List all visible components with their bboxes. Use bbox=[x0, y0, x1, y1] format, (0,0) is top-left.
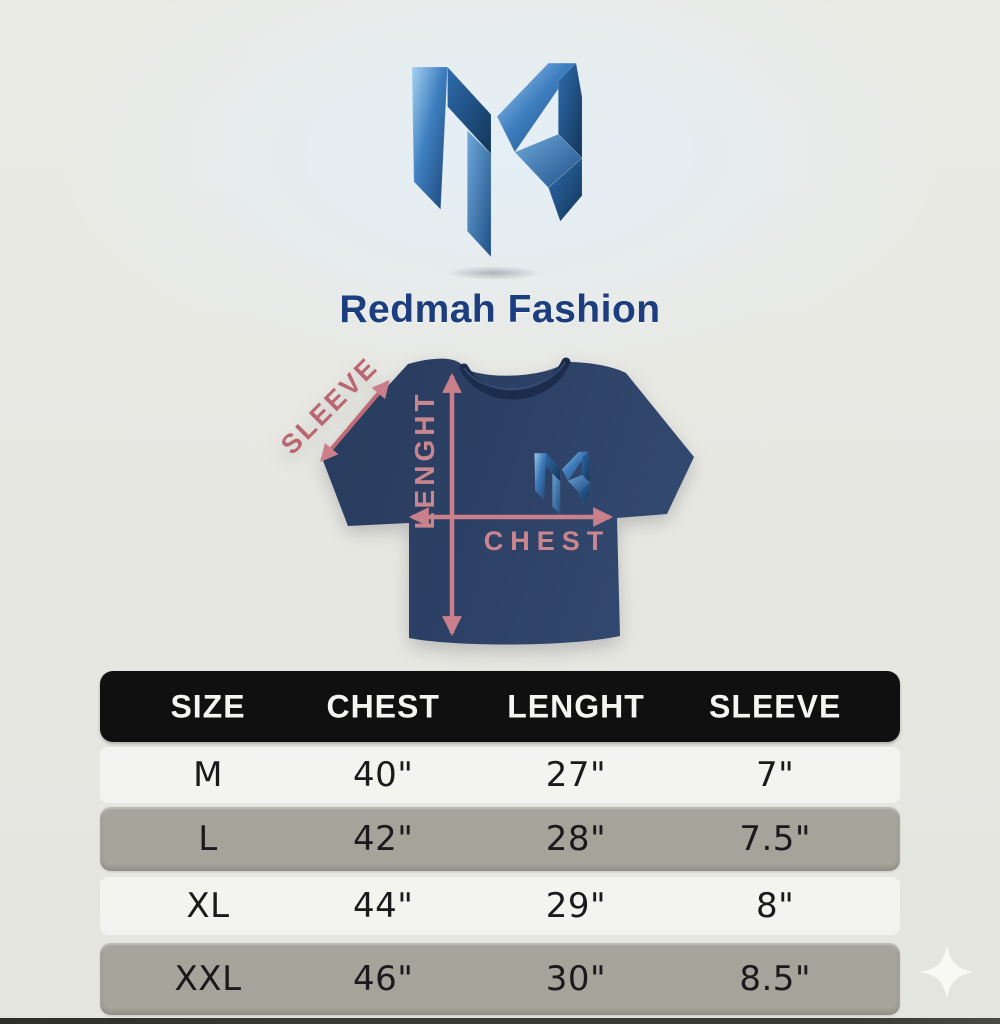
cell-sleeve: 8" bbox=[756, 886, 795, 926]
cell-size: XL bbox=[186, 886, 230, 926]
cell-chest: 44" bbox=[352, 886, 414, 926]
brand-name: Redmah Fashion bbox=[339, 288, 661, 331]
cell-length: 28" bbox=[545, 819, 607, 859]
bottom-edge-bar bbox=[0, 1018, 1000, 1024]
cell-size: XXL bbox=[174, 959, 242, 999]
table-row-l: L 42" 28" 7.5" bbox=[100, 807, 900, 871]
tshirt-shape bbox=[322, 358, 694, 645]
header-sleeve: SLEEVE bbox=[709, 688, 842, 724]
cell-size: M bbox=[193, 755, 223, 795]
cell-chest: 46" bbox=[352, 959, 414, 999]
tshirt-measurement-diagram: SLEEVE LENGHT CHEST bbox=[280, 351, 694, 645]
header-chest: CHEST bbox=[326, 688, 440, 724]
size-chart-table: SIZE CHEST LENGHT SLEEVE M 40" 27" 7" L … bbox=[100, 671, 900, 1017]
logo-shadow bbox=[446, 266, 542, 280]
cell-length: 30" bbox=[545, 959, 607, 999]
brand-logo-mr-icon bbox=[411, 62, 583, 258]
cell-sleeve: 7" bbox=[756, 755, 795, 795]
chest-label: CHEST bbox=[484, 526, 611, 556]
length-label: LENGHT bbox=[409, 390, 440, 529]
header-length: LENGHT bbox=[507, 688, 645, 724]
table-row-m: M 40" 27" 7" bbox=[100, 747, 900, 803]
header-size: SIZE bbox=[170, 688, 246, 724]
cell-size: L bbox=[198, 819, 218, 859]
cell-sleeve: 7.5" bbox=[739, 819, 812, 859]
cell-sleeve: 8.5" bbox=[739, 959, 812, 999]
size-chart-header-row: SIZE CHEST LENGHT SLEEVE bbox=[100, 671, 900, 742]
cell-chest: 40" bbox=[352, 755, 414, 795]
sleeve-arrow bbox=[320, 379, 390, 463]
cell-chest: 42" bbox=[352, 819, 414, 859]
cell-length: 27" bbox=[545, 755, 607, 795]
table-row-xxl: XXL 46" 30" 8.5" bbox=[100, 943, 900, 1015]
sparkle-icon bbox=[919, 944, 975, 1000]
tshirt-collar bbox=[459, 357, 571, 400]
cell-length: 29" bbox=[545, 886, 607, 926]
table-row-xl: XL 44" 29" 8" bbox=[100, 877, 900, 935]
